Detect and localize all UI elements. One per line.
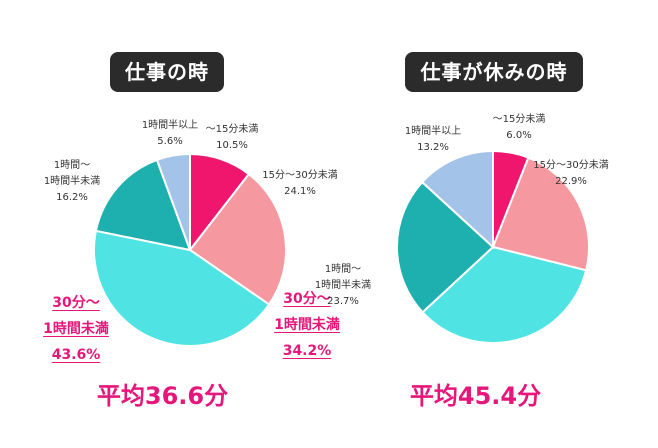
slice-category: 30分～ <box>283 291 331 307</box>
average-label: 平均36.6分 <box>96 382 229 410</box>
slice-category: 15分～30分未満 <box>262 170 338 181</box>
slice-label: ～15分未満 6.0% <box>493 112 546 144</box>
chart-panel-work: 仕事の時 ～15分未満 10.5% 15分～30分未満 24.1% 30分～ 1時間未満 4… <box>43 52 338 410</box>
pie-slice <box>94 158 192 252</box>
slice-category: 1時間半未満 <box>43 176 101 187</box>
slice-label: ～15分未満 10.5% <box>206 122 259 154</box>
chart-title: 仕事の時 <box>110 52 224 92</box>
pie-slice <box>491 156 590 272</box>
slice-category: 1時間半未満 <box>314 280 372 291</box>
slice-category: ～15分未満 <box>492 114 546 125</box>
slice-value: 24.1% <box>284 186 316 197</box>
slice-label: 1時間～ 1時間半未満 16.2% <box>44 158 100 206</box>
slice-category: 1時間～ <box>53 160 91 171</box>
slice-category: 15分～30分未満 <box>533 160 609 171</box>
pie-chart-day-off <box>396 149 590 344</box>
slice-label: 1時間半以上 13.2% <box>405 124 461 156</box>
slice-value: 34.2% <box>282 343 332 359</box>
chart-panel-day-off: 仕事が休みの時 ～15分未満 6.0% 15分～30分未満 22.9% 30分～ 1時間未… <box>274 0 658 448</box>
average-label: 平均45.4分 <box>409 382 542 410</box>
pie-slice <box>421 245 588 344</box>
slice-label: 1時間～ 1時間半未満 23.7% <box>315 262 371 310</box>
slice-value: 23.7% <box>327 296 359 307</box>
slice-value: 16.2% <box>56 192 88 203</box>
slice-label: 1時間半以上 5.6% <box>142 118 198 150</box>
slice-label: 30分～ 1時間未満 34.2% <box>274 286 340 364</box>
slice-category: 1時間未満 <box>274 317 340 333</box>
slice-value: 22.9% <box>555 176 587 187</box>
slice-label: 15分～30分未満 22.9% <box>533 158 608 190</box>
pie-slice <box>188 172 287 306</box>
slice-value: 5.6% <box>157 136 183 147</box>
slice-category: 1時間未満 <box>43 321 109 337</box>
slice-value: 6.0% <box>506 130 532 141</box>
slice-value: 43.6% <box>51 347 101 363</box>
pie-slice <box>420 149 494 250</box>
slice-value: 10.5% <box>216 140 248 151</box>
slice-label: 15分～30分未満 24.1% <box>262 168 337 200</box>
pie-slice <box>155 152 191 251</box>
slice-label: 30分～ 1時間未満 43.6% <box>43 290 109 368</box>
slice-category: 1時間半以上 <box>404 126 462 137</box>
slice-category: 1時間～ <box>324 264 362 275</box>
pie-slice <box>396 180 495 314</box>
slice-category: 30分～ <box>52 295 100 311</box>
slice-category: 1時間半以上 <box>141 120 199 131</box>
chart-title: 仕事が休みの時 <box>405 52 583 92</box>
pie-chart-work <box>93 152 287 347</box>
slice-category: ～15分未満 <box>205 124 259 135</box>
slice-value: 13.2% <box>417 142 449 153</box>
pie-slice <box>93 229 271 347</box>
